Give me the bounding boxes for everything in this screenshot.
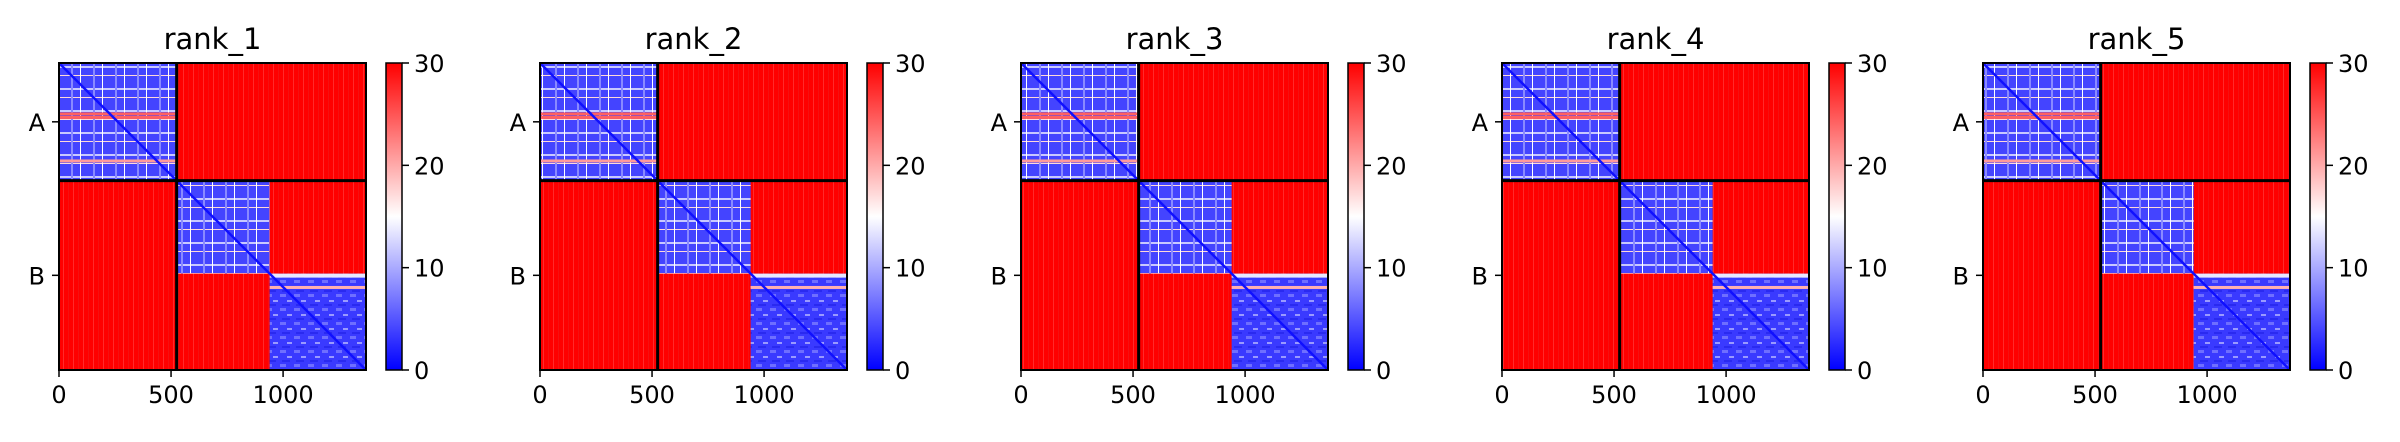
heatmap-panel-4: rank_4 0 500 1000 A B 0 10 20 30: [1472, 22, 1888, 409]
colorbar-tick-label: 0: [1857, 357, 1872, 385]
colorbar-tick-label: 0: [2338, 357, 2353, 385]
block-a-stripe: [59, 115, 177, 119]
colorbar: [1347, 62, 1365, 371]
colorbar-tick-label: 0: [895, 357, 910, 385]
plot-frame: [58, 62, 367, 371]
block-a-stripe: [540, 115, 658, 119]
y-tick-label: B: [1953, 262, 1969, 290]
diagonal-line: [539, 62, 848, 371]
block-b2-stripe: [1712, 285, 1809, 289]
colorbar-tick-label: 30: [895, 50, 926, 78]
block-a-stripe: [1502, 159, 1620, 163]
x-tick-label: 500: [2072, 381, 2118, 409]
x-tick-label: 0: [532, 381, 547, 409]
colorbar: [1828, 62, 1846, 371]
colorbar-tick-label: 10: [1857, 255, 1888, 283]
block-a-stripe: [1502, 115, 1620, 119]
diagonal-line: [1020, 62, 1329, 371]
y-tick-label: A: [1472, 109, 1489, 137]
plot-frame: [1982, 62, 2291, 371]
plot-frame: [539, 62, 848, 371]
block-a-stripe: [1021, 159, 1139, 163]
colorbar-tick-label: 30: [1857, 50, 1888, 78]
colorbar-tick-label: 30: [2338, 50, 2369, 78]
y-tick-label: A: [510, 109, 527, 137]
block-a-stripe: [540, 112, 658, 116]
block-a-stripe: [59, 159, 177, 163]
panel-title: rank_1: [164, 22, 262, 56]
block-a-stripe: [1983, 112, 2101, 116]
x-tick-label: 1000: [1696, 381, 1757, 409]
colorbar-tick-label: 20: [2338, 152, 2369, 180]
colorbar-tick-label: 30: [414, 50, 445, 78]
colorbar: [2309, 62, 2327, 371]
y-tick-label: B: [29, 262, 45, 290]
colorbar-tick-label: 10: [895, 255, 926, 283]
x-tick-label: 0: [1494, 381, 1509, 409]
y-tick-label: B: [510, 262, 526, 290]
y-tick-label: A: [29, 109, 46, 137]
x-tick-label: 0: [1013, 381, 1028, 409]
plot-frame: [1501, 62, 1810, 371]
block-b2-edge: [269, 273, 366, 278]
x-tick-label: 1000: [1215, 381, 1276, 409]
panel-title: rank_4: [1607, 22, 1705, 56]
x-tick-label: 0: [1975, 381, 1990, 409]
x-tick-label: 500: [148, 381, 194, 409]
x-tick-label: 500: [1110, 381, 1156, 409]
colorbar-tick-label: 20: [1857, 152, 1888, 180]
block-b2-stripe: [1231, 285, 1328, 289]
block-b2-edge: [1231, 273, 1328, 278]
diagonal-line: [58, 62, 367, 371]
block-a-stripe: [1502, 112, 1620, 116]
heatmap-panel-2: rank_2 0 500 1000 A B 0 10 20 30: [510, 22, 926, 409]
heatmap-panel-1: rank_1 0 500 1000 A B 0 10 20 30: [29, 22, 445, 409]
block-a-stripe: [59, 112, 177, 116]
block-a-stripe: [1021, 112, 1139, 116]
block-b2-stripe: [269, 285, 366, 289]
block-a-stripe: [540, 159, 658, 163]
y-tick-label: A: [991, 109, 1008, 137]
colorbar-tick-label: 30: [1376, 50, 1407, 78]
colorbar-tick-label: 0: [1376, 357, 1391, 385]
x-tick-label: 1000: [253, 381, 314, 409]
x-tick-label: 500: [1591, 381, 1637, 409]
x-tick-label: 1000: [2177, 381, 2238, 409]
plot-frame: [1020, 62, 1329, 371]
panel-title: rank_3: [1126, 22, 1224, 56]
panel-title: rank_5: [2088, 22, 2186, 56]
block-b2-edge: [1712, 273, 1809, 278]
block-a-stripe: [1983, 115, 2101, 119]
block-b2-edge: [2193, 273, 2290, 278]
x-tick-label: 500: [629, 381, 675, 409]
y-tick-label: B: [1472, 262, 1488, 290]
block-b2-stripe: [2193, 285, 2290, 289]
colorbar-tick-label: 10: [2338, 255, 2369, 283]
heatmap-panel-3: rank_3 0 500 1000 A B 0 10 20 30: [991, 22, 1407, 409]
block-a-stripe: [1021, 115, 1139, 119]
block-a-stripe: [1983, 159, 2101, 163]
diagonal-line: [1501, 62, 1810, 371]
block-b2-edge: [750, 273, 847, 278]
colorbar: [866, 62, 884, 371]
block-b2-stripe: [750, 285, 847, 289]
colorbar-tick-label: 10: [1376, 255, 1407, 283]
colorbar: [385, 62, 403, 371]
colorbar-tick-label: 20: [1376, 152, 1407, 180]
x-tick-label: 0: [51, 381, 66, 409]
panel-title: rank_2: [645, 22, 743, 56]
y-tick-label: A: [1953, 109, 1970, 137]
colorbar-tick-label: 20: [414, 152, 445, 180]
diagonal-line: [1982, 62, 2291, 371]
heatmap-panel-5: rank_5 0 500 1000 A B 0 10 20 30: [1953, 22, 2369, 409]
y-tick-label: B: [991, 262, 1007, 290]
x-tick-label: 1000: [734, 381, 795, 409]
colorbar-tick-label: 10: [414, 255, 445, 283]
colorbar-tick-label: 0: [414, 357, 429, 385]
colorbar-tick-label: 20: [895, 152, 926, 180]
